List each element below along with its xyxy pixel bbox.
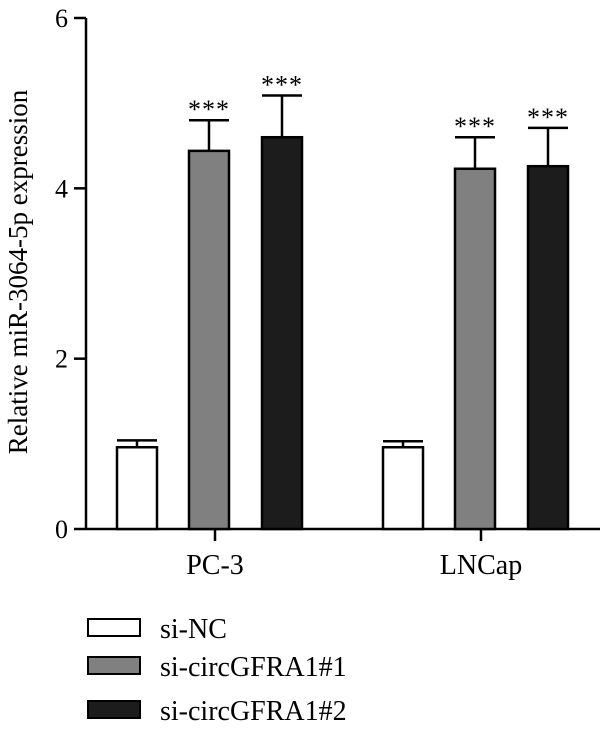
legend-label: si-circGFRA1#1 xyxy=(160,652,347,683)
bar xyxy=(260,135,304,531)
x-tick-label: LNCap xyxy=(440,550,522,581)
significance-label: *** xyxy=(261,71,303,100)
x-tick-label: PC-3 xyxy=(186,550,244,581)
legend-swatch xyxy=(87,618,141,637)
legend-swatch xyxy=(87,656,141,675)
y-tick-label: 2 xyxy=(55,345,68,374)
legend: si-NC si-circGFRA1#1 si-circGFRA1#2 xyxy=(87,614,347,727)
legend-swatch xyxy=(87,700,141,719)
significance-label: *** xyxy=(527,103,569,132)
legend-label: si-NC xyxy=(160,614,227,645)
significance-label: *** xyxy=(188,95,230,124)
bar xyxy=(115,445,159,531)
bar xyxy=(381,445,425,531)
bar xyxy=(526,164,570,531)
x-axis: PC-3 LNCap xyxy=(86,527,600,581)
legend-label: si-circGFRA1#2 xyxy=(160,696,347,727)
y-axis-label: Relative miR-3064-5p expression xyxy=(3,89,33,454)
y-tick-label: 6 xyxy=(55,4,68,33)
bar xyxy=(453,167,497,531)
significance-label: *** xyxy=(454,112,496,141)
y-tick-label: 4 xyxy=(55,174,68,203)
bar xyxy=(187,149,231,531)
y-axis: 0 2 4 6 xyxy=(55,4,88,544)
bars: *** *** *** *** xyxy=(115,71,570,531)
y-tick-label: 0 xyxy=(55,515,68,544)
